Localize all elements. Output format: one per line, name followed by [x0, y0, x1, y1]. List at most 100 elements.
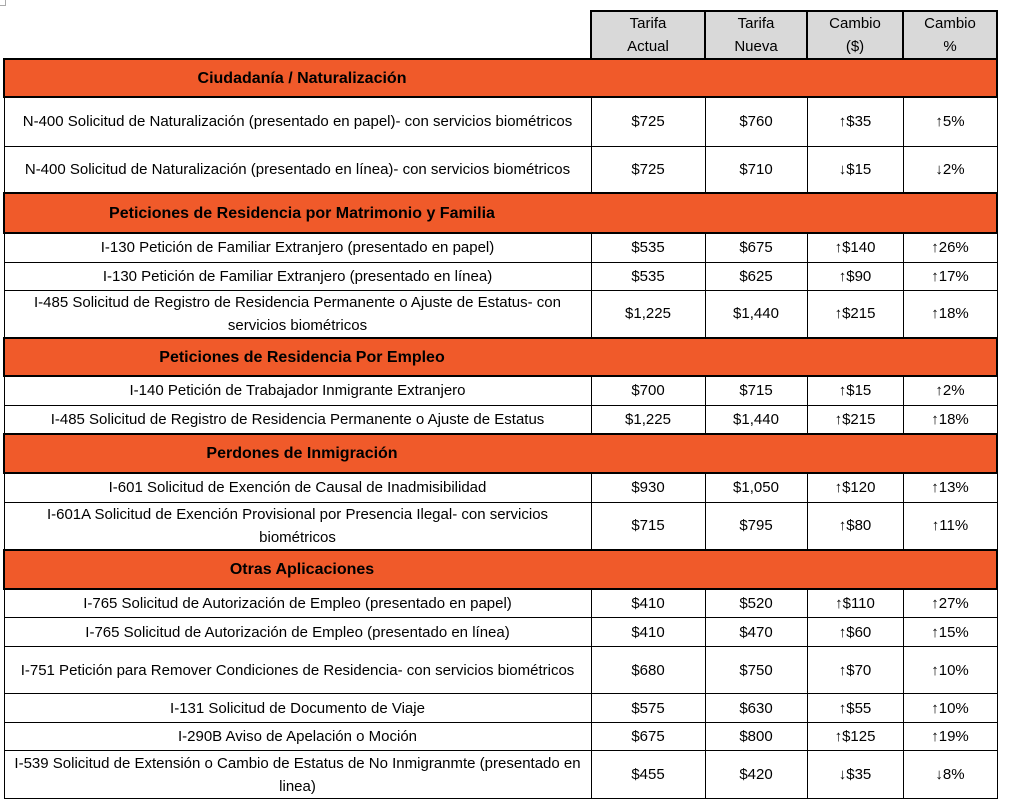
change-percent: ↓8%: [902, 750, 998, 799]
change-amount: ↑$110: [806, 588, 904, 618]
section-title: Otras Aplicaciones: [229, 560, 375, 578]
section-title: Peticiones de Residencia por Matrimonio …: [109, 204, 495, 222]
section-cell: Otras Aplicaciones: [3, 548, 998, 590]
new-fee: $1,440: [704, 289, 808, 339]
new-fee: $710: [704, 145, 808, 194]
new-fee: $795: [704, 501, 808, 550]
change-amount: ↑$140: [806, 232, 904, 263]
current-fee: $410: [590, 588, 706, 618]
current-fee: $700: [590, 375, 706, 406]
new-fee: $625: [704, 261, 808, 291]
header-cambio-dolares: Cambio ($): [806, 10, 904, 59]
change-percent: ↑10%: [902, 646, 998, 694]
section-header-row: Ciudadanía / Naturalización: [3, 58, 998, 98]
table-row: I-290B Aviso de Apelación o Moción $675 $8…: [3, 722, 998, 751]
new-fee: $715: [704, 375, 808, 406]
section-cell: Peticiones de Residencia Por Empleo: [3, 337, 998, 377]
change-amount: ↑$60: [806, 617, 904, 647]
change-amount: ↑$70: [806, 646, 904, 694]
current-fee: $680: [590, 646, 706, 694]
change-amount: ↑$55: [806, 693, 904, 723]
current-fee: $1,225: [590, 289, 706, 339]
change-amount: ↑$215: [806, 289, 904, 339]
new-fee: $1,440: [704, 404, 808, 435]
form-description: I-130 Petición de Familiar Extranjero (p…: [3, 232, 592, 263]
new-fee: $800: [704, 722, 808, 751]
change-percent: ↑13%: [902, 472, 998, 503]
change-amount: ↓$15: [806, 145, 904, 194]
table-row: I-765 Solicitud de Autorización de Emple…: [3, 617, 998, 647]
change-percent: ↑19%: [902, 722, 998, 751]
new-fee: $630: [704, 693, 808, 723]
form-description: I-601A Solicitud de Exención Provisional…: [3, 501, 592, 550]
new-fee: $760: [704, 96, 808, 147]
current-fee: $930: [590, 472, 706, 503]
form-description: I-765 Solicitud de Autorización de Emple…: [3, 617, 592, 647]
table-row: I-131 Solicitud de Documento de Viaje $57…: [3, 693, 998, 723]
current-fee: $535: [590, 261, 706, 291]
table-row: N-400 Solicitud de Naturalización (prese…: [3, 145, 998, 194]
change-percent: ↑2%: [902, 375, 998, 406]
table-row: I-485 Solicitud de Registro de Residenci…: [3, 404, 998, 435]
table-row: I-130 Petición de Familiar Extranjero (p…: [3, 261, 998, 291]
section-header-row: Peticiones de Residencia Por Empleo: [3, 337, 998, 377]
table-row: I-601A Solicitud de Exención Provisional…: [3, 501, 998, 550]
form-description: I-485 Solicitud de Registro de Residenci…: [3, 404, 592, 435]
form-description: I-131 Solicitud de Documento de Viaje: [3, 693, 592, 723]
fee-table: Tarifa Actual Tarifa Nueva Cambio ($) Ca…: [3, 10, 998, 799]
header-row: Tarifa Actual Tarifa Nueva Cambio ($) Ca…: [4, 10, 998, 59]
change-percent: ↑26%: [902, 232, 998, 263]
table-row: I-601 Solicitud de Exención de Causal de…: [3, 472, 998, 503]
change-amount: ↑$80: [806, 501, 904, 550]
current-fee: $715: [590, 501, 706, 550]
change-percent: ↑10%: [902, 693, 998, 723]
new-fee: $420: [704, 750, 808, 799]
change-amount: ↑$90: [806, 261, 904, 291]
form-description: I-751 Petición para Remover Condiciones …: [3, 646, 592, 694]
change-percent: ↑18%: [902, 289, 998, 339]
table-row: N-400 Solicitud de Naturalización (prese…: [3, 96, 998, 147]
form-description: I-765 Solicitud de Autorización de Emple…: [3, 588, 592, 618]
change-percent: ↓2%: [902, 145, 998, 194]
table-row: I-765 Solicitud de Autorización de Emple…: [3, 588, 998, 618]
header-cambio-porcentaje: Cambio %: [902, 10, 998, 59]
change-amount: ↑$35: [806, 96, 904, 147]
change-percent: ↑11%: [902, 501, 998, 550]
change-amount: ↑$215: [806, 404, 904, 435]
section-cell: Peticiones de Residencia por Matrimonio …: [3, 192, 998, 234]
table-row: I-130 Petición de Familiar Extranjero (p…: [3, 232, 998, 263]
section-cell: Ciudadanía / Naturalización: [3, 58, 998, 98]
new-fee: $1,050: [704, 472, 808, 503]
new-fee: $470: [704, 617, 808, 647]
new-fee: $750: [704, 646, 808, 694]
form-description: I-601 Solicitud de Exención de Causal de…: [3, 472, 592, 503]
section-title: Peticiones de Residencia Por Empleo: [159, 348, 445, 366]
current-fee: $675: [590, 722, 706, 751]
current-fee: $455: [590, 750, 706, 799]
change-percent: ↑15%: [902, 617, 998, 647]
current-fee: $575: [590, 693, 706, 723]
new-fee: $675: [704, 232, 808, 263]
header-tarifa-nueva: Tarifa Nueva: [704, 10, 808, 59]
header-blank: [4, 11, 591, 59]
section-header-row: Peticiones de Residencia por Matrimonio …: [3, 192, 998, 234]
current-fee: $535: [590, 232, 706, 263]
current-fee: $410: [590, 617, 706, 647]
change-amount: ↓$35: [806, 750, 904, 799]
change-amount: ↑$125: [806, 722, 904, 751]
change-amount: ↑$15: [806, 375, 904, 406]
table-row: I-485 Solicitud de Registro de Residenci…: [3, 289, 998, 339]
section-cell: Perdones de Inmigración: [3, 433, 998, 474]
current-fee: $1,225: [590, 404, 706, 435]
table-row: I-751 Petición para Remover Condiciones …: [3, 646, 998, 694]
current-fee: $725: [590, 96, 706, 147]
form-description: N-400 Solicitud de Naturalización (prese…: [3, 96, 592, 147]
form-description: I-485 Solicitud de Registro de Residenci…: [3, 289, 592, 339]
change-percent: ↑27%: [902, 588, 998, 618]
section-header-row: Otras Aplicaciones: [3, 548, 998, 590]
table-row: I-539 Solicitud de Extensión o Cambio de…: [3, 750, 998, 799]
change-percent: ↑5%: [902, 96, 998, 147]
form-description: I-140 Petición de Trabajador Inmigrante …: [3, 375, 592, 406]
form-description: I-290B Aviso de Apelación o Moción: [3, 722, 592, 751]
form-description: N-400 Solicitud de Naturalización (prese…: [3, 145, 592, 194]
